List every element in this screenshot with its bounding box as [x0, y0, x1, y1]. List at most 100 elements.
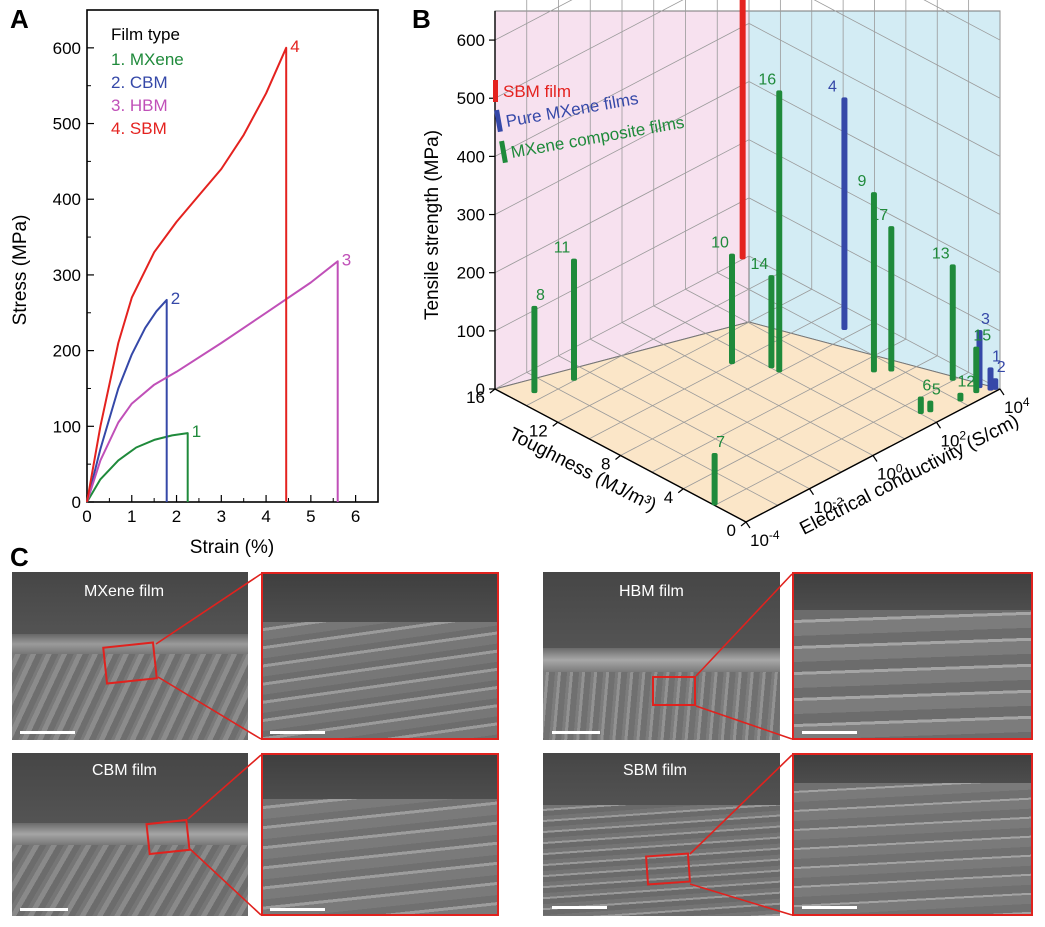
z-axis-label: Tensile strength (MPa) — [422, 130, 443, 320]
panel-label-b: B — [412, 4, 431, 34]
y-tick-label: 500 — [53, 115, 81, 134]
series-peak-label: 3 — [342, 250, 351, 269]
y-tick-label: 300 — [53, 266, 81, 285]
bar-label: 3 — [981, 311, 990, 328]
scale-bar — [270, 731, 325, 734]
bar-3d — [571, 258, 577, 381]
bar-label: 9 — [857, 173, 866, 190]
y-tick-3d — [552, 421, 559, 427]
scale-bar — [802, 731, 857, 734]
floor-grid-line — [651, 338, 907, 473]
x-tick-3d — [936, 421, 941, 429]
x-tick-3d — [872, 455, 878, 462]
legend-title: Film type — [111, 25, 180, 44]
x-tick-label: 2 — [172, 507, 181, 526]
y-tick-label: 600 — [53, 39, 81, 58]
scale-bar — [270, 908, 325, 911]
sem-label-mxene-film: MXene film — [84, 583, 165, 600]
bar-label: 14 — [751, 256, 769, 273]
bar-label: 11 — [554, 240, 571, 257]
legend-item-cbm: 2. CBM — [111, 73, 168, 92]
legend-swatch-pure — [494, 109, 503, 133]
x-tick-label: 3 — [217, 507, 226, 526]
series-peak-label: 4 — [290, 37, 299, 56]
y-tick-label: 400 — [53, 190, 81, 209]
y-axis-label: Stress (MPa) — [10, 215, 31, 326]
x-tick-label: 4 — [261, 507, 270, 526]
floor-grid-line — [526, 272, 781, 406]
z-tick-label: 500 — [457, 89, 485, 108]
bar-3d — [888, 226, 895, 372]
x-tick-label-3d: 10-4 — [750, 528, 780, 550]
series-line — [86, 260, 339, 503]
y-tick-label-3d: 12 — [529, 421, 548, 440]
y-tick-3d — [489, 388, 496, 394]
floor-grid-line — [620, 322, 875, 456]
floor-grid-line — [588, 305, 844, 440]
panel-label-c: C — [10, 542, 29, 572]
x-axis-label: Strain (%) — [190, 537, 274, 558]
x-tick-3d — [809, 488, 814, 496]
bar-label: 16 — [758, 71, 776, 88]
bar-label: 17 — [870, 207, 888, 224]
y-tick-3d — [615, 455, 621, 460]
bar-3d — [949, 264, 956, 381]
x-tick-label: 0 — [82, 507, 91, 526]
scale-bar — [802, 906, 857, 909]
bar-label: 1 — [992, 348, 1001, 365]
bar-3d — [729, 253, 735, 365]
zoom-box — [645, 852, 691, 886]
z-tick-label: 100 — [457, 322, 485, 341]
panel-label-a: A — [10, 4, 29, 34]
scale-bar — [20, 731, 75, 734]
bar-3d — [992, 378, 999, 390]
bar-3d — [711, 453, 718, 506]
grid-line — [923, 0, 1001, 41]
grid-line — [494, 0, 573, 41]
bar-3d — [927, 400, 934, 413]
bar-3d — [739, 0, 746, 260]
series-peak-label: 1 — [192, 422, 201, 441]
legend-swatch-sbm — [493, 80, 498, 102]
zoom-box — [145, 818, 191, 856]
y-tick-label: 200 — [53, 342, 81, 361]
floor-grid-line — [683, 355, 938, 490]
zoom-box — [102, 641, 158, 685]
series-line — [86, 298, 168, 503]
z-tick-label: 200 — [457, 264, 485, 283]
floor-grid-line — [714, 372, 969, 506]
x-tick-label: 1 — [127, 507, 136, 526]
x-tick-3d — [745, 521, 751, 529]
plot-frame — [86, 9, 379, 503]
y-tick-label: 100 — [53, 417, 81, 436]
series-line — [86, 46, 288, 503]
bar-3d — [776, 90, 783, 373]
scale-bar — [552, 906, 607, 909]
legend-item-mxene: 1. MXene — [111, 50, 184, 69]
y-tick-label-3d: 4 — [664, 488, 673, 507]
series-peak-label: 2 — [171, 289, 180, 308]
z-tick-label: 400 — [457, 147, 485, 166]
bar-label: 5 — [932, 382, 941, 399]
scale-bar — [552, 731, 600, 734]
bar-3d — [957, 392, 964, 402]
y-tick-label-3d: 8 — [601, 455, 610, 474]
bar-label: 13 — [932, 245, 950, 262]
sem-label-cbm-film: CBM film — [92, 762, 157, 779]
sem-label-hbm-film: HBM film — [619, 583, 684, 600]
x-tick-3d — [999, 388, 1005, 396]
stress-strain-chart: 0 1 2 3 4 5 6 0 100 200 300 400 500 600 1 2 3 4 Stress (M… — [10, 9, 379, 558]
scale-bar — [20, 908, 68, 911]
sem-zoom-cbm-film — [261, 753, 499, 916]
legend-swatch-composite — [499, 140, 508, 164]
bar-3d — [841, 97, 848, 330]
property-3d-chart: 0100200300400500600048121610-410-2100102… — [422, 0, 1030, 550]
legend-item-hbm: 3. HBM — [111, 96, 168, 115]
x-tick-label: 6 — [351, 507, 360, 526]
sem-label-sbm-film: SBM film — [623, 762, 687, 779]
bar-label: 7 — [716, 434, 725, 451]
z-tick-label: 300 — [457, 206, 485, 225]
y-tick-label-3d: 16 — [466, 388, 485, 407]
legend-item-sbm: 4. SBM — [111, 119, 167, 138]
bar-label: 4 — [828, 78, 837, 95]
